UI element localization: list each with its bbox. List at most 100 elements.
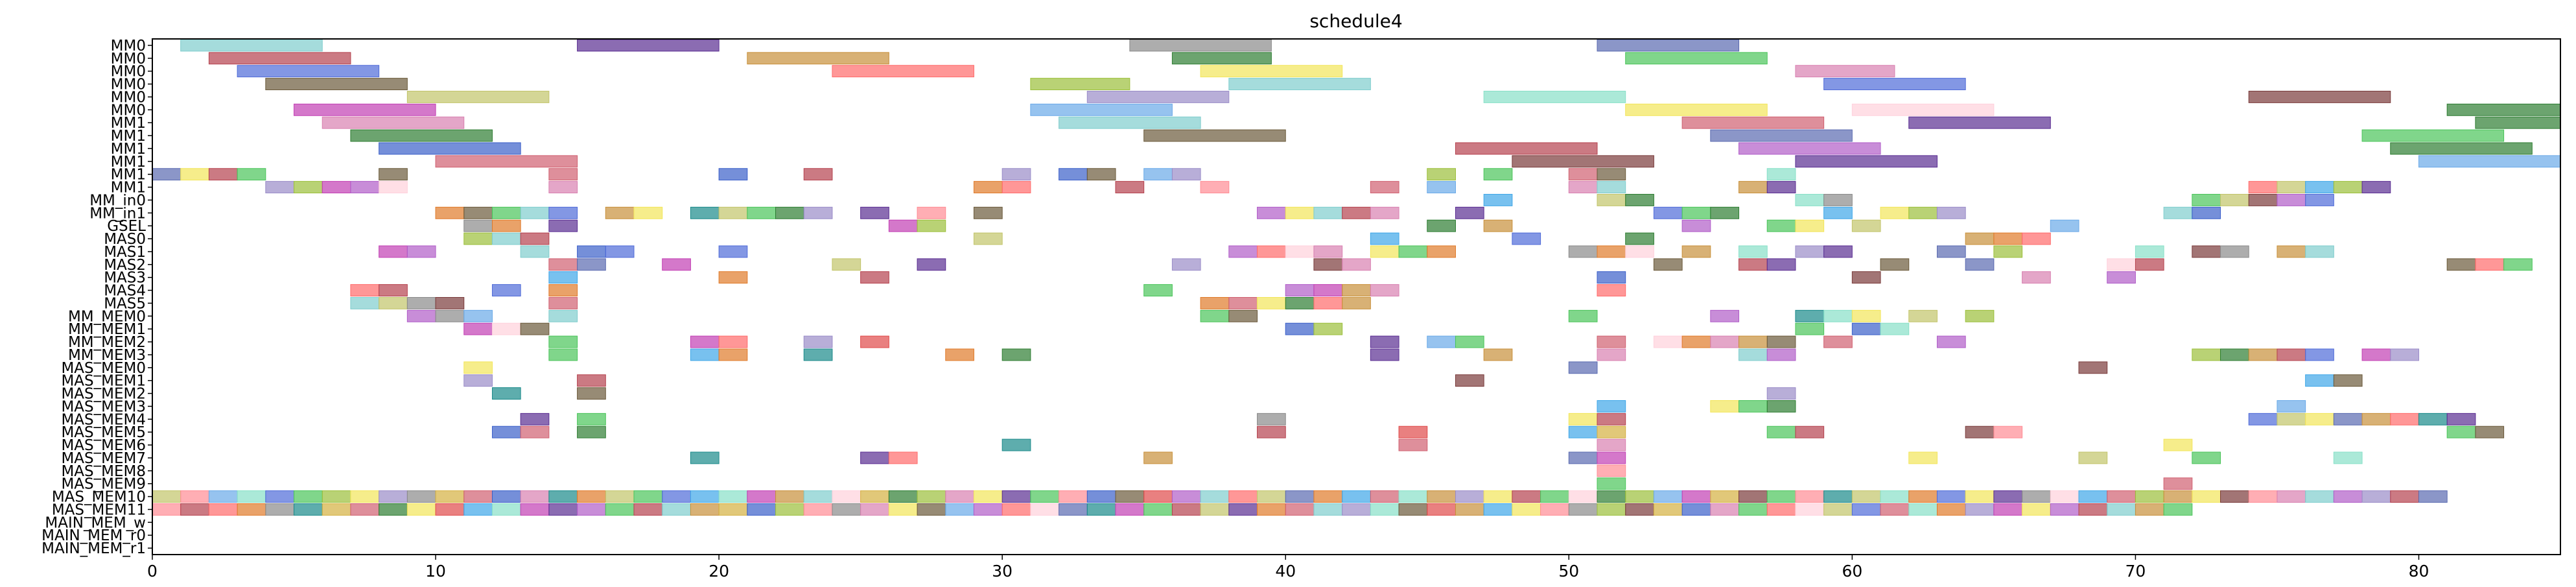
task-bar-mm_mem0-221	[1228, 309, 1258, 322]
task-bar-mm1-65	[548, 181, 578, 194]
task-bar-mas_mem10-375	[1427, 490, 1456, 503]
y-tick-label: MAS_MEM8	[61, 463, 146, 480]
task-bar-mm1-52	[1086, 168, 1116, 181]
task-bar-mas4-198	[548, 284, 578, 297]
task-bar-mm1-72	[1568, 181, 1598, 194]
task-bar-mas_mem7-325	[2192, 451, 2221, 464]
task-bar-mas_mem10-362	[1059, 490, 1088, 503]
task-bar-mm_mem2-246	[1653, 335, 1683, 348]
y-tick-label: MAS_MEM9	[61, 476, 146, 493]
task-bar-mas_mem5-308	[1795, 425, 1825, 438]
task-bar-mm_mem3-253	[548, 348, 578, 361]
y-tick-label: MM1	[111, 128, 146, 145]
task-bar-mas_mem10-403	[2220, 490, 2249, 503]
task-bar-mm1-41	[2418, 155, 2561, 168]
task-bar-mas_mem10-343	[520, 490, 550, 503]
y-tick-label: GSEL	[107, 218, 146, 235]
x-tick-label: 50	[1558, 562, 1579, 581]
task-bar-mm_mem1-233	[1313, 322, 1343, 335]
task-bar-mm1-53	[1143, 168, 1173, 181]
task-bar-mas_mem11-445	[1115, 503, 1145, 516]
y-tick-label: MM0	[111, 102, 146, 119]
task-bar-mas_mem2-281	[1766, 387, 1796, 400]
task-bar-mas_mem1-274	[463, 374, 493, 387]
task-bar-mas0-140	[1965, 232, 1995, 245]
task-bar-mas_mem11-413	[208, 503, 238, 516]
task-bar-mas0-139	[1625, 232, 1654, 245]
y-tick-label: MAS_MEM4	[61, 411, 146, 428]
task-bar-mm1-61	[294, 181, 323, 194]
task-bar-mm1-78	[2305, 181, 2334, 194]
task-bar-mm1-76	[2248, 181, 2278, 194]
y-tick-label: MAS4	[104, 283, 146, 300]
task-bar-mas_mem11-464	[1653, 503, 1683, 516]
task-bar-mm_in0-88	[2248, 193, 2278, 206]
task-bar-mas_mem10-366	[1171, 490, 1201, 503]
task-bar-mas1-146	[577, 245, 606, 258]
task-bar-mas1-162	[1823, 245, 1853, 258]
task-bar-mas1-167	[2220, 245, 2249, 258]
task-bar-mas1-145	[520, 245, 550, 258]
task-bar-mas_mem11-454	[1370, 503, 1399, 516]
task-bar-mm0-8	[237, 65, 380, 78]
task-bar-mm0-22	[1625, 103, 1768, 116]
y-tick-label: MM1	[111, 154, 146, 171]
task-bar-mas_mem10-393	[1936, 490, 1966, 503]
task-bar-mm1-57	[1568, 168, 1598, 181]
x-tick-label: 70	[2125, 562, 2146, 581]
task-bar-mas1-156	[1568, 245, 1598, 258]
task-bar-mas_mem1-276	[1455, 374, 1484, 387]
task-bar-mm1-28	[1908, 116, 2051, 129]
task-bar-mm_in1-113	[1681, 206, 1711, 219]
task-bar-mas_mem11-422	[463, 503, 493, 516]
task-bar-mm_in1-105	[973, 206, 1003, 219]
task-bar-mas_mem4-293	[2277, 413, 2306, 425]
task-bar-mas_mem5-310	[1993, 425, 2023, 438]
task-bar-mas_mem10-408	[2361, 490, 2391, 503]
task-bar-mm1-63	[350, 181, 380, 194]
task-bar-mas4-195	[350, 284, 380, 297]
task-bar-mas_mem10-360	[1001, 490, 1031, 503]
y-tick-label: MAS_MEM10	[52, 489, 146, 506]
task-bar-mas_mem10-382	[1625, 490, 1654, 503]
task-bar-mas1-152	[1313, 245, 1343, 258]
task-bar-mm1-33	[2361, 129, 2505, 142]
task-bar-mm0-0	[180, 39, 323, 52]
task-bar-mas_mem7-317	[690, 451, 720, 464]
task-bar-mm0-11	[1795, 65, 1895, 78]
task-bar-mas_mem10-339	[406, 490, 436, 503]
task-bar-mm0-6	[1171, 52, 1272, 65]
task-bar-mm_in0-83	[1625, 193, 1654, 206]
task-bar-gsel-122	[491, 219, 521, 232]
y-tick-label: MAS3	[104, 270, 146, 287]
task-bar-mas_mem11-437	[888, 503, 918, 516]
task-bar-mm_mem2-250	[1766, 335, 1796, 348]
task-bar-mm_in0-82	[1597, 193, 1626, 206]
task-bar-mm0-10	[1200, 65, 1343, 78]
y-tick-label: MAIN_MEM_w	[45, 514, 146, 531]
task-bar-mas_mem11-474	[1936, 503, 1966, 516]
task-bar-mas1-154	[1398, 245, 1428, 258]
task-bar-mas_mem11-477	[2022, 503, 2051, 516]
task-bar-mas2-179	[1739, 258, 1768, 271]
task-bar-mas5-207	[406, 296, 436, 309]
task-bar-mas3-191	[1597, 271, 1626, 284]
y-tick-label: MAS_MEM6	[61, 437, 146, 454]
task-bar-mas_mem11-449	[1228, 503, 1258, 516]
task-bar-mas_mem10-401	[2163, 490, 2193, 503]
task-bar-mas_mem10-356	[888, 490, 918, 503]
task-bar-mm_in1-107	[1285, 206, 1315, 219]
task-bar-mm_mem2-244	[1455, 335, 1484, 348]
task-bar-mas_mem7-324	[2078, 451, 2108, 464]
task-bar-mas_mem11-444	[1086, 503, 1116, 516]
task-bar-mas_mem11-411	[152, 503, 181, 516]
task-bar-gsel-129	[1766, 219, 1796, 232]
task-bar-mm_in0-89	[2277, 193, 2306, 206]
task-bar-mas_mem10-354	[832, 490, 861, 503]
task-bar-gsel-126	[1427, 219, 1456, 232]
y-tick-label: MM0	[111, 51, 146, 67]
task-bar-mas_mem10-379	[1540, 490, 1569, 503]
task-bar-mm0-17	[1086, 90, 1230, 103]
task-bar-mm1-55	[1427, 168, 1456, 181]
